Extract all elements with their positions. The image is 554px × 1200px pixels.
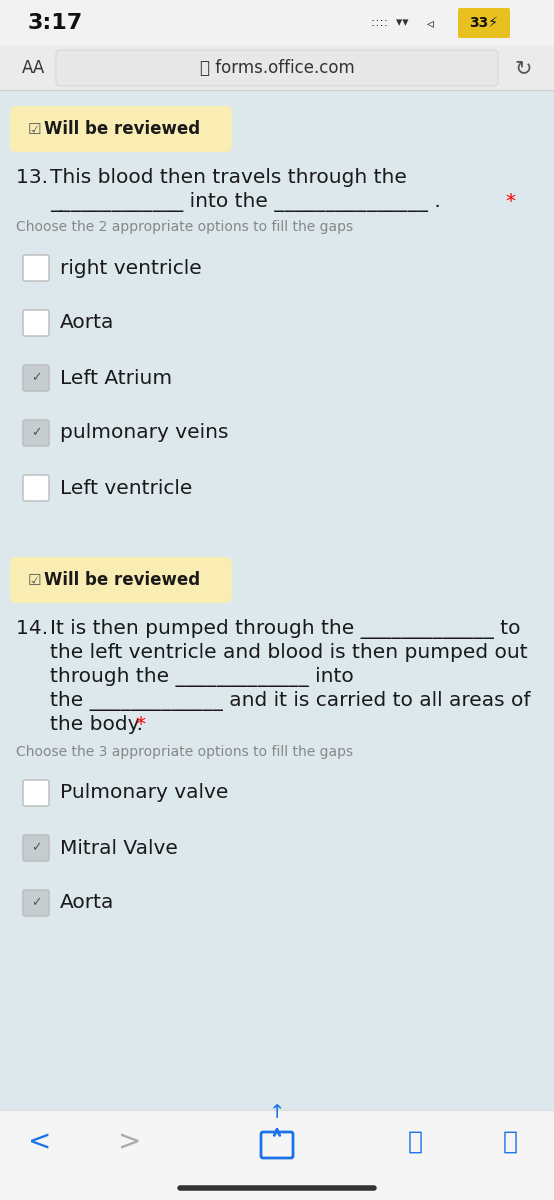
- Text: Choose the 3 appropriate options to fill the gaps: Choose the 3 appropriate options to fill…: [16, 745, 353, 758]
- Text: ☑: ☑: [27, 572, 41, 588]
- Text: through the _____________ into: through the _____________ into: [50, 667, 354, 686]
- Text: ✓: ✓: [31, 426, 41, 439]
- Text: >: >: [119, 1128, 142, 1156]
- Text: the left ventricle and blood is then pumped out: the left ventricle and blood is then pum…: [50, 643, 527, 662]
- Text: _____________ into the _______________ .: _____________ into the _______________ .: [50, 192, 441, 212]
- Text: Will be reviewed: Will be reviewed: [44, 120, 200, 138]
- FancyBboxPatch shape: [10, 106, 232, 152]
- Text: ⎘: ⎘: [502, 1130, 517, 1154]
- Bar: [0, 0, 554, 46]
- Text: 14.: 14.: [16, 619, 54, 638]
- Text: 33⚡: 33⚡: [469, 16, 499, 30]
- FancyBboxPatch shape: [23, 365, 49, 391]
- Text: ☑: ☑: [27, 121, 41, 137]
- Text: the body.: the body.: [50, 715, 150, 734]
- FancyBboxPatch shape: [23, 780, 49, 806]
- FancyBboxPatch shape: [23, 835, 49, 862]
- Text: ✓: ✓: [31, 372, 41, 384]
- Text: pulmonary veins: pulmonary veins: [60, 424, 228, 443]
- FancyBboxPatch shape: [458, 8, 510, 38]
- Text: It is then pumped through the _____________ to: It is then pumped through the __________…: [50, 619, 521, 638]
- Text: ✓: ✓: [31, 896, 41, 910]
- FancyBboxPatch shape: [23, 475, 49, 502]
- FancyBboxPatch shape: [23, 890, 49, 916]
- Text: Choose the 2 appropriate options to fill the gaps: Choose the 2 appropriate options to fill…: [16, 220, 353, 234]
- Text: 13.: 13.: [16, 168, 54, 187]
- FancyBboxPatch shape: [23, 420, 49, 446]
- Text: Pulmonary valve: Pulmonary valve: [60, 784, 228, 803]
- Bar: [0, 46, 554, 90]
- Text: 3:17: 3:17: [27, 13, 83, 32]
- Text: ◃: ◃: [427, 16, 433, 30]
- FancyBboxPatch shape: [23, 310, 49, 336]
- Text: Aorta: Aorta: [60, 894, 114, 912]
- Text: ✓: ✓: [31, 841, 41, 854]
- FancyBboxPatch shape: [23, 254, 49, 281]
- Text: the _____________ and it is carried to all areas of: the _____________ and it is carried to a…: [50, 691, 531, 710]
- Text: AA: AA: [22, 59, 45, 77]
- Text: Aorta: Aorta: [60, 313, 114, 332]
- Text: Mitral Valve: Mitral Valve: [60, 839, 178, 858]
- Text: Left ventricle: Left ventricle: [60, 479, 192, 498]
- Text: right ventricle: right ventricle: [60, 258, 202, 277]
- Text: This blood then travels through the: This blood then travels through the: [50, 168, 407, 187]
- Text: 📖: 📖: [408, 1130, 423, 1154]
- Text: 🔒 forms.office.com: 🔒 forms.office.com: [199, 59, 355, 77]
- Text: Left Atrium: Left Atrium: [60, 368, 172, 388]
- Text: ::::  ▾▾: :::: ▾▾: [371, 17, 409, 30]
- Text: ↑: ↑: [269, 1103, 285, 1122]
- Text: Will be reviewed: Will be reviewed: [44, 571, 200, 589]
- Text: *: *: [135, 715, 145, 734]
- Bar: [0, 1110, 554, 1200]
- Text: <: <: [28, 1128, 52, 1156]
- FancyBboxPatch shape: [56, 50, 498, 86]
- Text: *: *: [505, 192, 515, 211]
- FancyBboxPatch shape: [10, 557, 232, 602]
- Text: ↻: ↻: [515, 58, 532, 78]
